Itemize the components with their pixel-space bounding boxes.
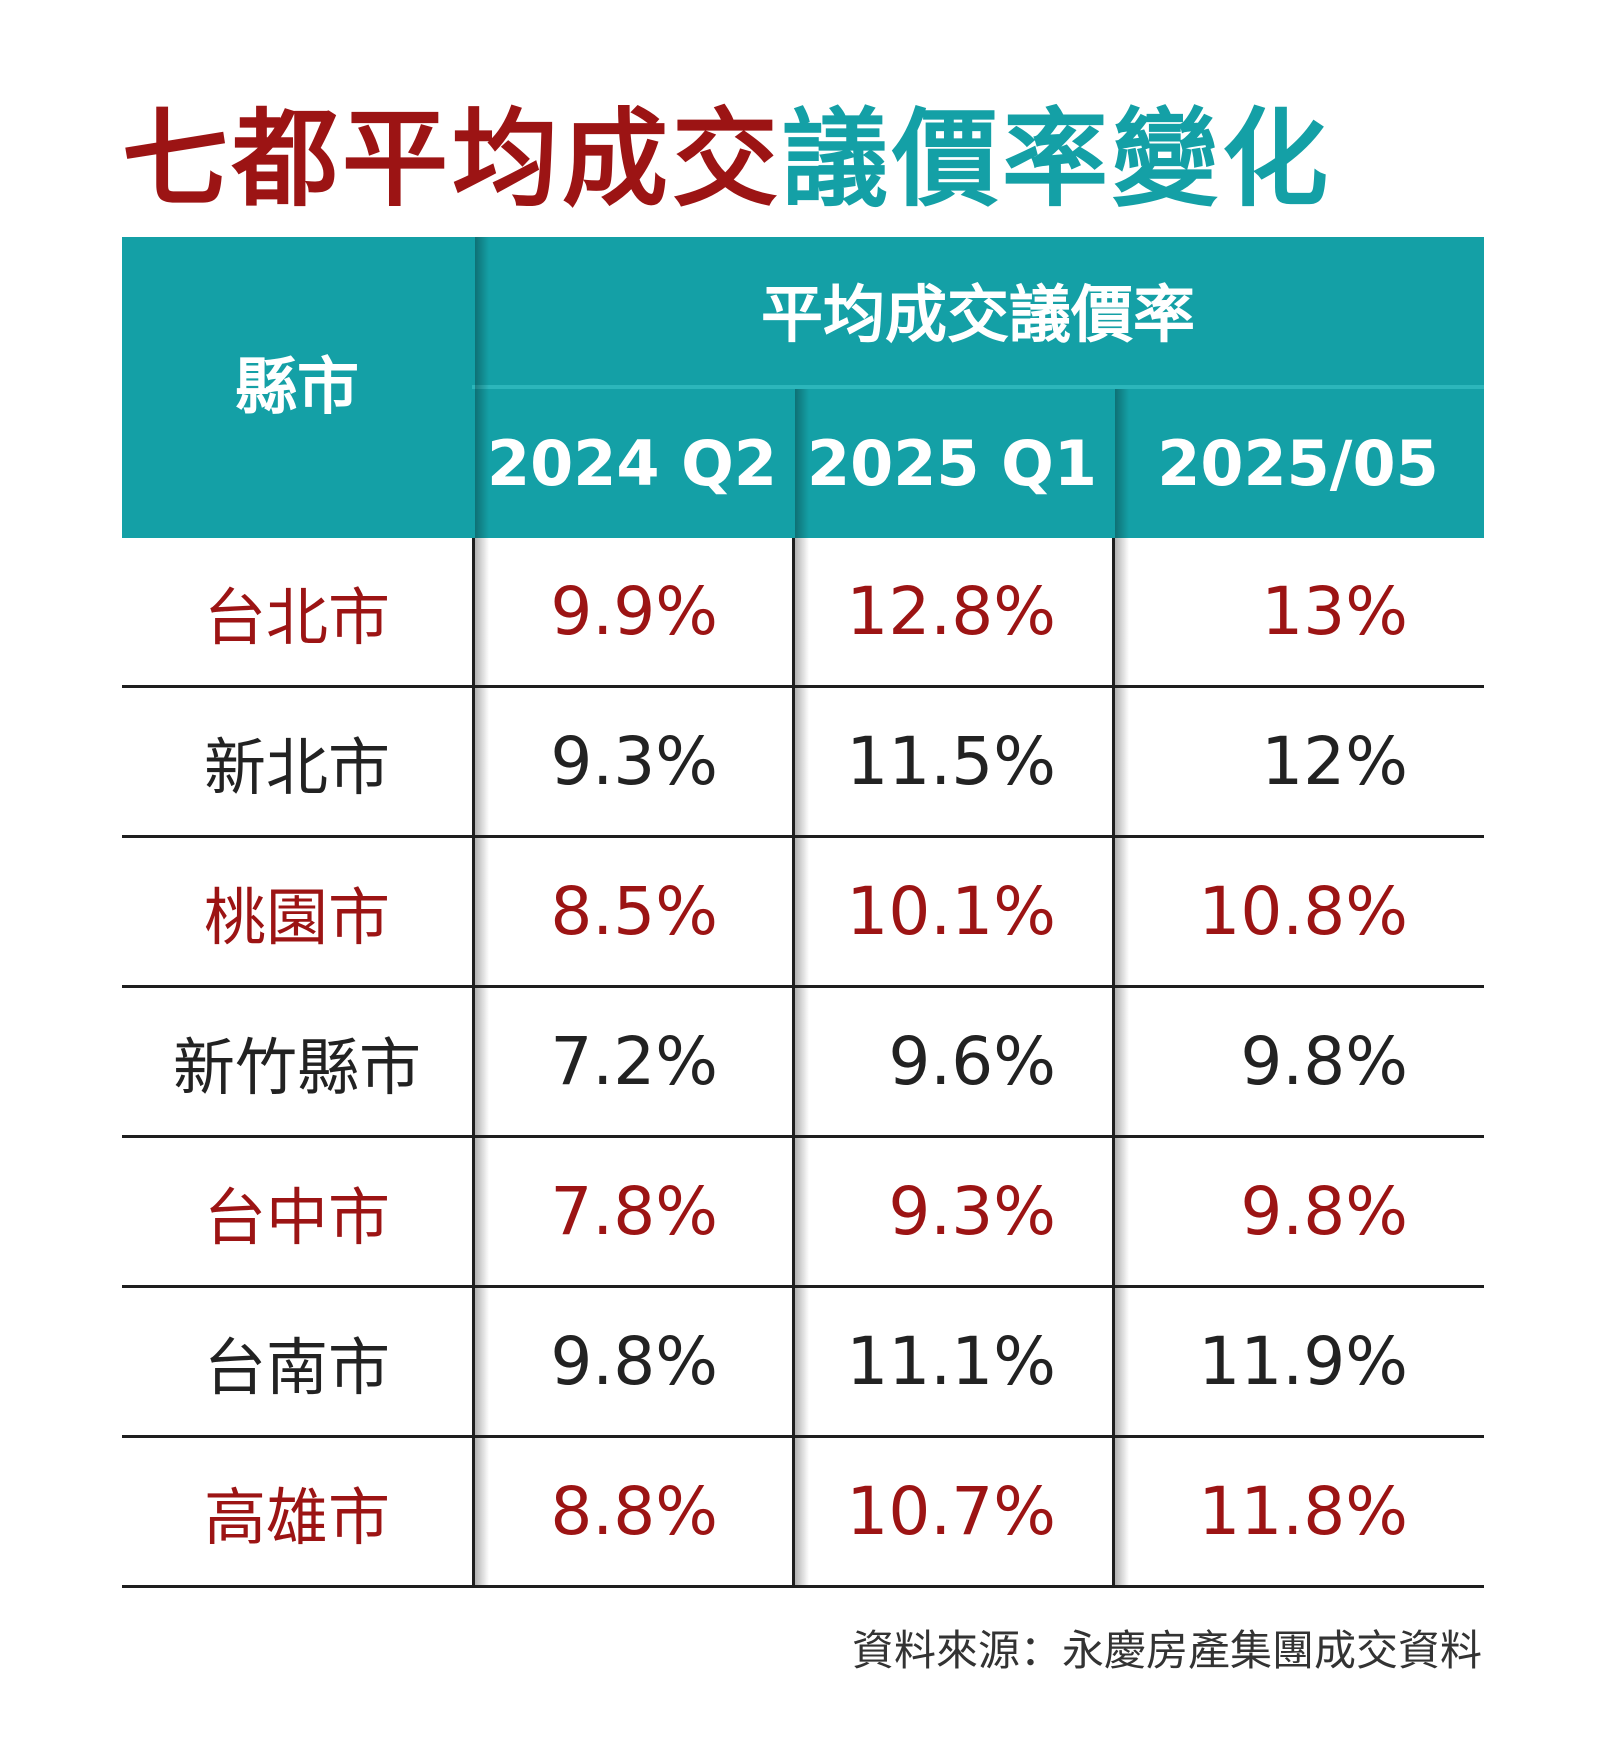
row-divider: [122, 1435, 1484, 1438]
column-divider: [792, 538, 795, 1588]
chart-title-part2: 議價率變化: [782, 98, 1332, 221]
value-cell-2025-05: 10.8%: [1198, 873, 1408, 950]
column-shade: [475, 237, 489, 1588]
column-divider: [1112, 538, 1115, 1588]
county-cell: 台中市: [203, 1180, 390, 1254]
row-divider: [122, 835, 1484, 838]
value-cell-2025-q1: 12.8%: [846, 573, 1056, 650]
rate-table: 縣市 平均成交議價率 2024 Q2 2025 Q1 2025/05 台北市 9.…: [122, 237, 1484, 1589]
source-note: 資料來源：永慶房產集團成交資料: [851, 1626, 1482, 1675]
header-group: 平均成交議價率: [760, 278, 1195, 351]
value-cell-2025-05: 11.9%: [1198, 1323, 1408, 1400]
chart-title-part1: 七都平均成交: [122, 98, 782, 221]
value-cell-2024-q2: 7.8%: [550, 1173, 718, 1250]
county-cell: 台北市: [203, 580, 390, 654]
row-divider: [122, 1585, 1484, 1588]
value-cell-2025-05: 9.8%: [1240, 1173, 1408, 1250]
county-cell: 桃園市: [203, 880, 390, 954]
column-shade: [795, 389, 809, 1588]
value-cell-2025-05: 9.8%: [1240, 1023, 1408, 1100]
column-shade: [1115, 389, 1129, 1588]
value-cell-2025-05: 13%: [1261, 573, 1408, 650]
value-cell-2024-q2: 7.2%: [550, 1023, 718, 1100]
header-county: 縣市: [234, 349, 359, 423]
value-cell-2025-q1: 10.7%: [846, 1473, 1056, 1550]
value-cell-2025-05: 12%: [1261, 723, 1408, 800]
row-divider: [122, 1285, 1484, 1288]
header-col-2025-q1: 2025 Q1: [807, 427, 1097, 500]
value-cell-2025-q1: 11.1%: [846, 1323, 1056, 1400]
row-divider: [122, 985, 1484, 988]
value-cell-2024-q2: 9.9%: [550, 573, 718, 650]
chart-title: 七都平均成交議價率變化: [122, 96, 1482, 224]
value-cell-2024-q2: 9.3%: [550, 723, 718, 800]
value-cell-2024-q2: 8.8%: [550, 1473, 718, 1550]
header-col-2025-05: 2025/05: [1157, 427, 1439, 500]
county-cell: 高雄市: [203, 1480, 390, 1554]
value-cell-2025-q1: 9.6%: [888, 1023, 1056, 1100]
value-cell-2025-q1: 9.3%: [888, 1173, 1056, 1250]
row-divider: [122, 1135, 1484, 1138]
header-col-2024-q2: 2024 Q2: [487, 427, 777, 500]
row-divider: [122, 685, 1484, 688]
table-header: 縣市 平均成交議價率 2024 Q2 2025 Q1 2025/05: [122, 237, 1484, 538]
county-cell: 新北市: [203, 730, 390, 804]
value-cell-2025-q1: 11.5%: [846, 723, 1056, 800]
county-cell: 新竹縣市: [172, 1030, 421, 1104]
value-cell-2025-05: 11.8%: [1198, 1473, 1408, 1550]
value-cell-2025-q1: 10.1%: [846, 873, 1056, 950]
header-group-divider: [472, 385, 1484, 389]
county-cell: 台南市: [203, 1330, 390, 1404]
column-divider: [472, 538, 475, 1588]
value-cell-2024-q2: 9.8%: [550, 1323, 718, 1400]
value-cell-2024-q2: 8.5%: [550, 873, 718, 950]
